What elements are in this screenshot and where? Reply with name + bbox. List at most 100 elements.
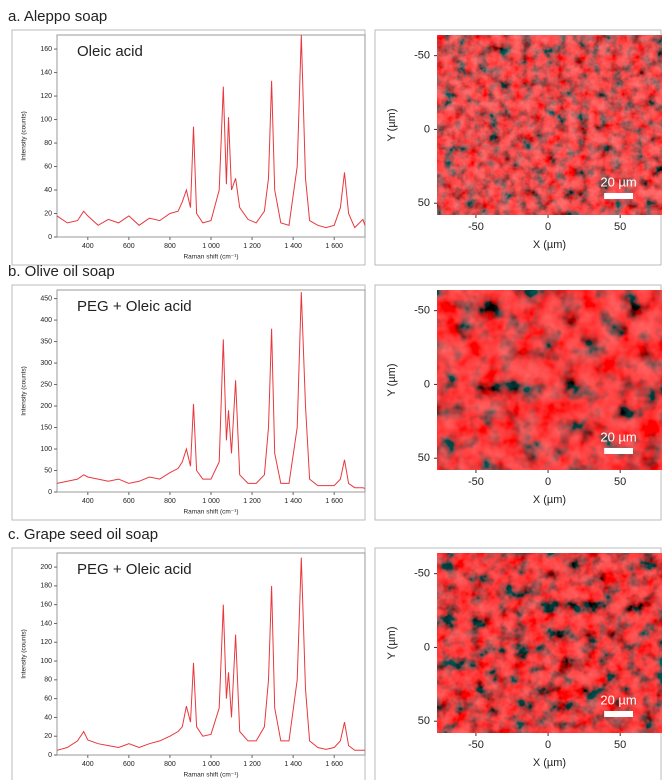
y-tick-label: 300 bbox=[40, 360, 52, 367]
x-tick-label: 600 bbox=[123, 761, 135, 768]
plot-area bbox=[56, 552, 366, 756]
spectrum-line bbox=[56, 292, 366, 490]
y-tick-label: -50 bbox=[414, 305, 430, 317]
y-axis-label: Y (µm) bbox=[386, 108, 398, 141]
y-tick-label: -50 bbox=[414, 568, 430, 580]
x-tick-label: 50 bbox=[614, 739, 626, 751]
annotation: PEG + Oleic acid bbox=[77, 561, 192, 578]
y-tick-label: 0 bbox=[424, 641, 430, 653]
x-tick-label: 1 600 bbox=[325, 761, 343, 768]
y-tick-label: 0 bbox=[48, 752, 52, 759]
y-tick-label: 250 bbox=[40, 381, 52, 388]
y-tick-label: 100 bbox=[40, 658, 52, 665]
y-tick-label: 20 bbox=[44, 210, 52, 217]
x-tick-label: 400 bbox=[82, 761, 94, 768]
panel-frame bbox=[11, 29, 366, 266]
y-tick-label: 80 bbox=[44, 140, 52, 147]
y-tick-label: 60 bbox=[44, 163, 52, 170]
y-tick-label: 0 bbox=[424, 123, 430, 135]
scale-bar-label: 20 µm bbox=[600, 429, 636, 444]
y-tick-label: 80 bbox=[44, 677, 52, 684]
raman-map bbox=[437, 290, 662, 470]
x-tick-label: 600 bbox=[123, 243, 135, 250]
x-tick-label: 800 bbox=[164, 498, 176, 505]
x-tick-label: 1 000 bbox=[202, 498, 220, 505]
spectrum-line bbox=[56, 557, 365, 751]
x-axis-label: Raman shift (cm⁻¹) bbox=[183, 254, 238, 261]
annotation: Oleic acid bbox=[77, 43, 143, 60]
scale-bar-label: 20 µm bbox=[600, 692, 636, 707]
x-tick-label: 800 bbox=[164, 761, 176, 768]
x-axis-label: X (µm) bbox=[533, 239, 566, 251]
y-tick-label: 450 bbox=[40, 295, 52, 302]
y-tick-label: 200 bbox=[40, 564, 52, 571]
y-axis-label: Intensity (counts) bbox=[21, 629, 28, 679]
y-tick-label: 160 bbox=[40, 46, 52, 53]
x-tick-label: -50 bbox=[468, 739, 484, 751]
y-tick-label: 0 bbox=[424, 378, 430, 390]
x-tick-label: 1 400 bbox=[284, 243, 302, 250]
plot-area bbox=[56, 34, 366, 238]
x-tick-label: 1 600 bbox=[325, 498, 343, 505]
scale-bar bbox=[604, 193, 633, 199]
x-axis-label: Raman shift (cm⁻¹) bbox=[183, 772, 238, 779]
y-tick-label: 180 bbox=[40, 583, 52, 590]
annotation: PEG + Oleic acid bbox=[77, 298, 192, 315]
y-tick-label: 50 bbox=[418, 197, 430, 209]
y-tick-label: -50 bbox=[414, 50, 430, 62]
y-tick-label: 100 bbox=[40, 116, 52, 123]
x-tick-label: 1 600 bbox=[325, 243, 343, 250]
scale-bar bbox=[604, 711, 633, 717]
y-tick-label: 150 bbox=[40, 424, 52, 431]
y-tick-label: 50 bbox=[418, 715, 430, 727]
x-tick-label: 400 bbox=[82, 243, 94, 250]
y-tick-label: 120 bbox=[40, 93, 52, 100]
x-tick-label: -50 bbox=[468, 221, 484, 233]
x-tick-label: -50 bbox=[468, 476, 484, 488]
x-tick-label: 1 400 bbox=[284, 498, 302, 505]
y-tick-label: 140 bbox=[40, 620, 52, 627]
x-tick-label: 1 200 bbox=[243, 498, 261, 505]
x-tick-label: 800 bbox=[164, 243, 176, 250]
raman-map bbox=[437, 35, 662, 215]
x-tick-label: 1 000 bbox=[202, 243, 220, 250]
x-tick-label: 50 bbox=[614, 476, 626, 488]
spectrum-line bbox=[56, 34, 366, 229]
panel-frame bbox=[11, 284, 366, 521]
x-tick-label: 0 bbox=[545, 739, 551, 751]
y-tick-label: 40 bbox=[44, 187, 52, 194]
x-tick-label: 0 bbox=[545, 476, 551, 488]
y-tick-label: 60 bbox=[44, 695, 52, 702]
x-tick-label: 1 400 bbox=[284, 761, 302, 768]
y-tick-label: 350 bbox=[40, 338, 52, 345]
x-tick-label: 400 bbox=[82, 498, 94, 505]
plot-area bbox=[56, 289, 366, 493]
raman-map bbox=[437, 553, 662, 733]
x-axis-label: X (µm) bbox=[533, 494, 566, 506]
y-axis-label: Y (µm) bbox=[386, 626, 398, 659]
y-tick-label: 40 bbox=[44, 714, 52, 721]
panel-title: a. Aleppo soap bbox=[8, 8, 107, 25]
x-tick-label: 600 bbox=[123, 498, 135, 505]
scale-bar-label: 20 µm bbox=[600, 174, 636, 189]
x-tick-label: 1 200 bbox=[243, 761, 261, 768]
y-axis-label: Intensity (counts) bbox=[21, 111, 28, 161]
y-tick-label: 140 bbox=[40, 69, 52, 76]
x-axis-label: X (µm) bbox=[533, 757, 566, 769]
scale-bar bbox=[604, 448, 633, 454]
panel-frame bbox=[11, 547, 366, 780]
y-tick-label: 120 bbox=[40, 639, 52, 646]
y-axis-label: Y (µm) bbox=[386, 363, 398, 396]
y-axis-label: Intensity (counts) bbox=[21, 366, 28, 416]
panel-title: c. Grape seed oil soap bbox=[8, 526, 158, 543]
x-tick-label: 0 bbox=[545, 221, 551, 233]
y-tick-label: 100 bbox=[40, 446, 52, 453]
y-tick-label: 0 bbox=[48, 234, 52, 241]
x-axis-label: Raman shift (cm⁻¹) bbox=[183, 509, 238, 516]
y-tick-label: 50 bbox=[44, 467, 52, 474]
panel-title: b. Olive oil soap bbox=[8, 263, 115, 280]
y-tick-label: 0 bbox=[48, 489, 52, 496]
x-tick-label: 1 200 bbox=[243, 243, 261, 250]
